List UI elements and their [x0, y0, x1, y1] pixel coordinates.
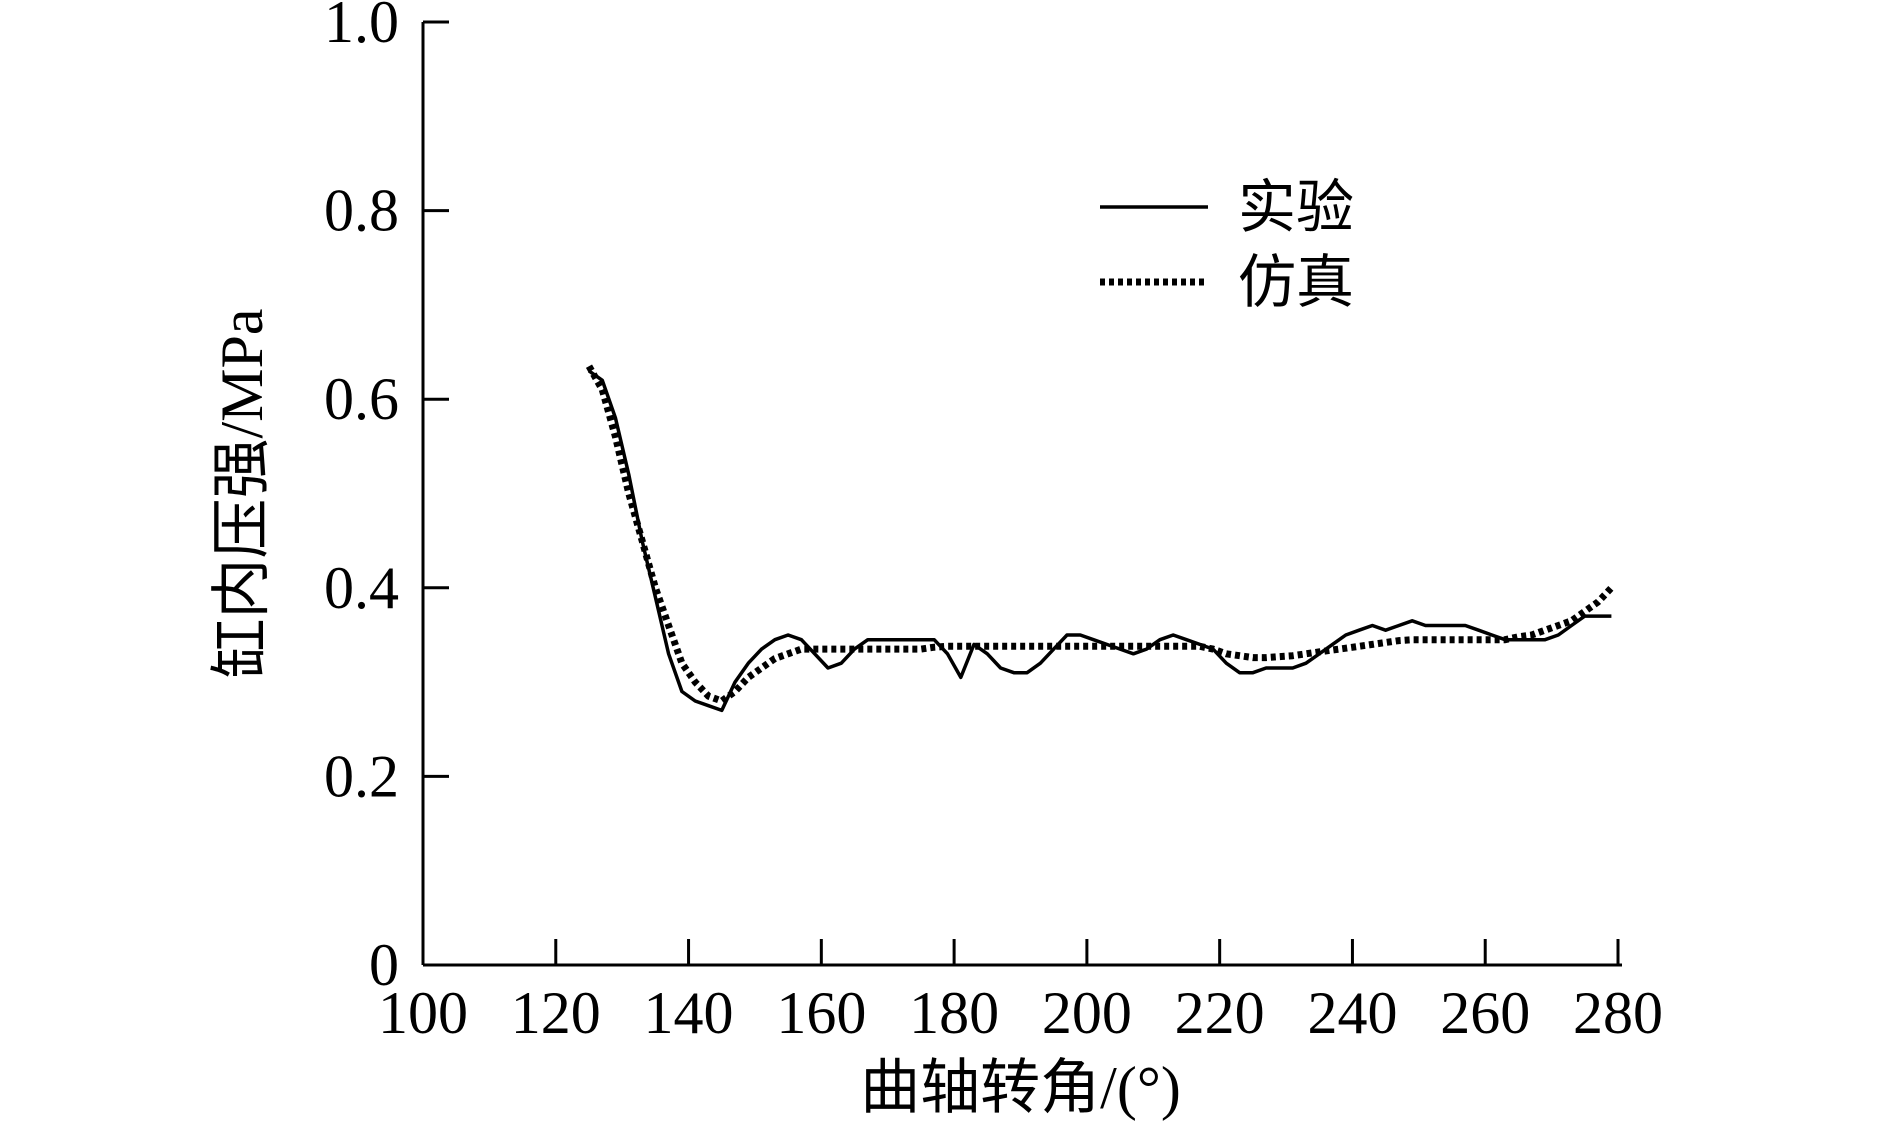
- legend-label-simulation: 仿真: [1238, 250, 1354, 315]
- x-tick-label: 140: [644, 980, 734, 1046]
- series-layer: [585, 364, 1614, 713]
- x-tick-label: 280: [1573, 980, 1663, 1046]
- x-tick-label: 180: [909, 980, 999, 1046]
- y-tick-label: 0.2: [324, 743, 399, 809]
- legend: 实验 仿真: [1100, 175, 1354, 315]
- x-tick-label: 220: [1175, 980, 1265, 1046]
- y-tick-label: 1.0: [324, 0, 399, 55]
- x-tick-label: 200: [1042, 980, 1132, 1046]
- series-line-simulation: [585, 364, 1614, 705]
- x-axis-ticks: 100 120 140 160 180 200 220 240 260 280: [378, 939, 1663, 1046]
- y-tick-label: 0.6: [324, 366, 399, 432]
- x-tick-label: 240: [1307, 980, 1397, 1046]
- y-axis-label: 缸内压强/MPa: [209, 308, 275, 678]
- x-tick-label: 100: [378, 980, 468, 1046]
- x-axis-label: 曲轴转角/(°): [860, 1055, 1181, 1121]
- x-tick-label: 120: [511, 980, 601, 1046]
- y-tick-label: 0: [369, 932, 399, 998]
- y-tick-label: 0.8: [324, 178, 399, 244]
- y-axis-ticks: 0 0.2 0.4 0.6 0.8 1.0: [324, 0, 449, 998]
- axes: [421, 22, 1622, 967]
- series-line-experiment: [587, 369, 1612, 713]
- legend-label-experiment: 实验: [1238, 175, 1354, 240]
- y-tick-label: 0.4: [324, 555, 399, 621]
- x-tick-label: 160: [776, 980, 866, 1046]
- x-tick-label: 260: [1440, 980, 1530, 1046]
